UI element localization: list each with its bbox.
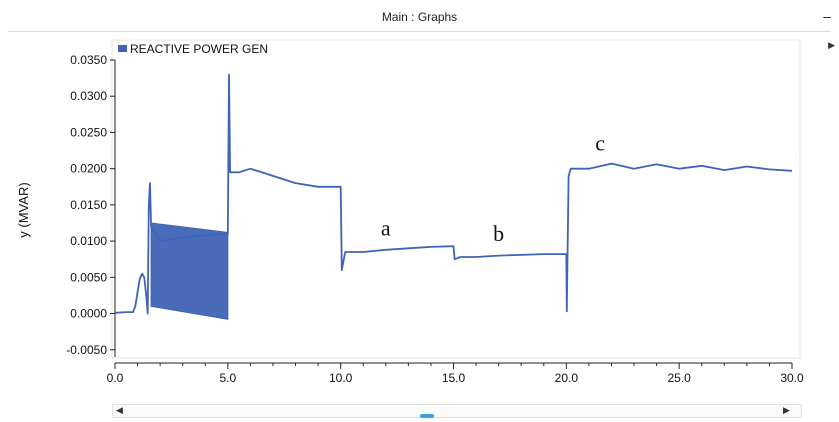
- legend-swatch: [118, 45, 127, 52]
- annotation-a: a: [381, 215, 391, 240]
- scroll-right-arrow-icon[interactable]: ▶: [783, 405, 790, 415]
- annotation-b: b: [493, 221, 504, 246]
- x-axis: 0.0 5.0 10.0 15.0 20.0 25.0 30.0: [107, 362, 804, 385]
- x-tick-label: 10.0: [329, 371, 353, 385]
- reactive-power-chart: 0.03500.03000.02500.02000.01500.01000.00…: [16, 39, 804, 385]
- legend: REACTIVE POWER GEN: [118, 42, 268, 56]
- y-tick-label: 0.0000: [70, 307, 107, 321]
- series-line: [114, 73, 793, 315]
- y-axis-title: y (MVAR): [16, 182, 31, 237]
- title-divider: [8, 31, 831, 32]
- scroll-thumb[interactable]: [420, 414, 434, 418]
- y-tick-label: 0.0100: [70, 234, 107, 248]
- annotation-layer: a b c: [381, 131, 605, 247]
- minimize-button[interactable]: –: [823, 8, 831, 24]
- series-layer: [114, 73, 793, 320]
- y-tick-label: 0.0350: [70, 53, 107, 67]
- annotation-c: c: [595, 131, 605, 156]
- legend-label: REACTIVE POWER GEN: [130, 42, 268, 56]
- y-tick-label: 0.0050: [70, 270, 107, 284]
- scroll-right-arrow-top-icon[interactable]: ▶: [828, 40, 835, 50]
- y-tick-label: 0.0150: [70, 198, 107, 212]
- plot-border: [111, 39, 801, 359]
- x-tick-label: 30.0: [780, 371, 804, 385]
- y-tick-label: -0.0050: [66, 343, 107, 357]
- x-tick-label: 15.0: [442, 371, 466, 385]
- scroll-left-arrow-icon[interactable]: ◀: [116, 405, 123, 415]
- window-title: Main : Graphs: [381, 10, 458, 24]
- y-tick-label: 0.0300: [70, 89, 107, 103]
- y-axis: 0.0350 0.0300 0.0250 0.0200 0.0150 0.0100 0.00…: [66, 53, 116, 357]
- horizontal-scrollbar[interactable]: [112, 404, 802, 418]
- oscillation-band: [150, 222, 229, 320]
- y-tick-label: 0.0200: [70, 162, 107, 176]
- y-tick-label: 0.0250: [70, 125, 107, 139]
- x-tick-label: 0.0: [107, 371, 124, 385]
- x-tick-label: 5.0: [219, 371, 236, 385]
- x-tick-label: 25.0: [667, 371, 691, 385]
- plot-frame: [111, 39, 801, 359]
- x-tick-label: 20.0: [555, 371, 579, 385]
